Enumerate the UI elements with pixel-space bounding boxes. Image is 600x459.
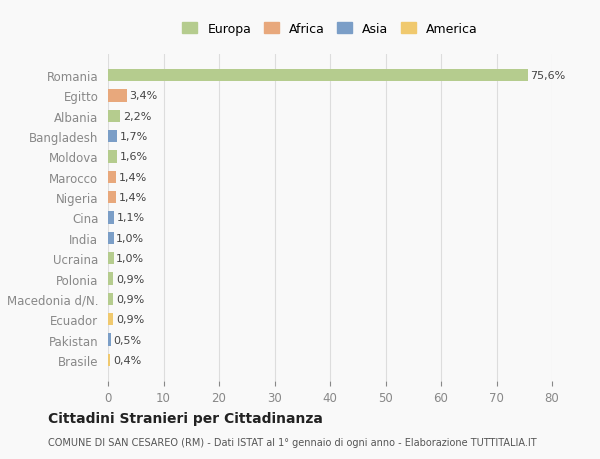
Text: 2,2%: 2,2% (123, 112, 151, 122)
Bar (108, 111, 120, 123)
Text: 0,5%: 0,5% (113, 335, 142, 345)
Text: 1,4%: 1,4% (119, 193, 147, 203)
Text: 0,9%: 0,9% (116, 274, 144, 284)
Text: 1,6%: 1,6% (119, 152, 148, 162)
Text: 0,4%: 0,4% (113, 355, 141, 365)
Text: COMUNE DI SAN CESAREO (RM) - Dati ISTAT al 1° gennaio di ogni anno - Elaborazion: COMUNE DI SAN CESAREO (RM) - Dati ISTAT … (48, 437, 536, 447)
Bar (108, 70, 527, 82)
Text: 0,9%: 0,9% (116, 314, 144, 325)
Bar (108, 171, 116, 184)
Bar (108, 232, 113, 244)
Text: 1,4%: 1,4% (119, 173, 147, 182)
Bar (108, 354, 110, 366)
Bar (108, 273, 113, 285)
Text: 1,1%: 1,1% (117, 213, 145, 223)
Bar (108, 192, 116, 204)
Bar (108, 334, 111, 346)
Bar (108, 252, 113, 265)
Bar (108, 313, 113, 325)
Bar (108, 293, 113, 305)
Bar (108, 212, 114, 224)
Bar (108, 90, 127, 102)
Bar (108, 151, 117, 163)
Legend: Europa, Africa, Asia, America: Europa, Africa, Asia, America (179, 19, 481, 39)
Text: 1,0%: 1,0% (116, 233, 145, 243)
Text: 75,6%: 75,6% (530, 71, 566, 81)
Text: 1,0%: 1,0% (116, 254, 145, 263)
Text: Cittadini Stranieri per Cittadinanza: Cittadini Stranieri per Cittadinanza (48, 411, 323, 425)
Bar (108, 131, 118, 143)
Text: 1,7%: 1,7% (120, 132, 148, 142)
Text: 0,9%: 0,9% (116, 294, 144, 304)
Text: 3,4%: 3,4% (130, 91, 158, 101)
